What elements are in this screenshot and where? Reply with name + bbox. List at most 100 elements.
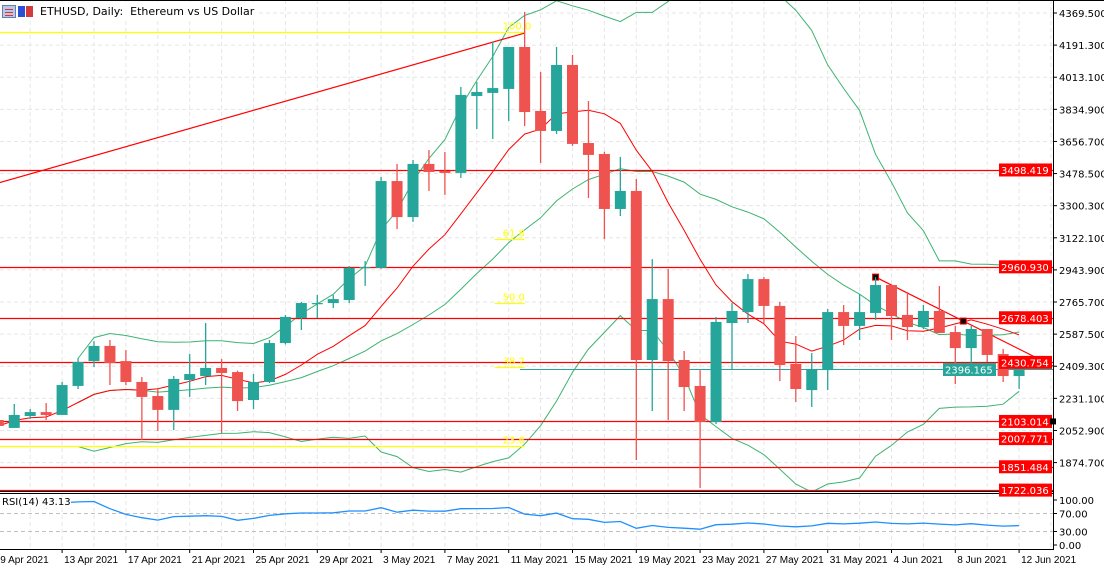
price-tick-label: 2052.900 xyxy=(1059,426,1104,437)
date-label: 23 May 2021 xyxy=(702,555,760,566)
candle xyxy=(678,350,690,411)
price-level-badge xyxy=(999,163,1052,177)
candle xyxy=(136,376,148,441)
rsi-line xyxy=(14,499,1020,530)
candle xyxy=(311,294,323,319)
date-label: 9 Apr 2021 xyxy=(0,555,49,566)
candle-body xyxy=(551,64,563,131)
candle xyxy=(216,359,228,433)
candle-body xyxy=(949,332,961,349)
price-level-badge-text: 2960.930 xyxy=(1001,263,1049,274)
candle-body xyxy=(232,372,244,402)
candle-body xyxy=(710,321,722,422)
template-icon[interactable] xyxy=(18,5,34,18)
candle-body xyxy=(790,363,802,390)
candle xyxy=(535,72,547,164)
price-tick-label: 3478.500 xyxy=(1059,170,1104,181)
candle xyxy=(168,376,180,431)
candle xyxy=(806,352,818,408)
candle-body xyxy=(917,310,929,328)
price-tick-label: 3834.900 xyxy=(1059,105,1104,116)
candle-body xyxy=(359,267,371,269)
price-level-badge xyxy=(999,260,1052,274)
candle xyxy=(582,101,594,198)
candle-body xyxy=(582,143,594,155)
candle-body xyxy=(519,46,531,113)
candle-body xyxy=(88,345,100,362)
candle-body xyxy=(455,94,467,173)
candle xyxy=(152,387,164,431)
date-label: 15 May 2021 xyxy=(575,555,633,566)
candle xyxy=(487,41,499,140)
candle-body xyxy=(471,92,483,96)
price-tick-label: 2231.100 xyxy=(1059,394,1104,405)
candle xyxy=(519,12,531,127)
candle xyxy=(598,151,610,240)
candle-body xyxy=(822,312,834,371)
candle-body xyxy=(0,420,4,426)
candle-body xyxy=(200,367,212,377)
date-label: 31 May 2021 xyxy=(830,555,888,566)
price-tick-label: 3656.700 xyxy=(1059,137,1104,148)
date-label: 12 Jun 2021 xyxy=(1021,555,1076,566)
candle-body xyxy=(423,163,435,173)
candle-body xyxy=(152,396,164,410)
candle-body xyxy=(407,163,419,218)
price-tick-label: 1874.700 xyxy=(1059,459,1104,470)
price-level-badge xyxy=(999,460,1052,474)
candle-body xyxy=(742,279,754,313)
candle xyxy=(455,86,467,178)
candle xyxy=(901,292,913,340)
candle xyxy=(120,350,132,386)
candle-body xyxy=(8,414,20,428)
candle xyxy=(742,274,754,324)
fibonacci-level-label: 61.8 xyxy=(503,229,525,240)
chart-window-icon[interactable] xyxy=(2,4,16,18)
price-tick-label: 3300.300 xyxy=(1059,202,1104,213)
price-level-badge xyxy=(999,355,1052,369)
candle xyxy=(248,374,259,410)
price-level-badge-text: 2007.771 xyxy=(1001,435,1049,446)
price-tick-label: 4191.300 xyxy=(1059,41,1104,52)
candle xyxy=(184,354,196,397)
price-level-badge xyxy=(999,483,1052,497)
candle xyxy=(343,265,355,304)
candle-body xyxy=(965,328,977,349)
date-label: 29 Apr 2021 xyxy=(319,555,373,566)
candle-body xyxy=(24,412,36,417)
price-tick-label: 2765.700 xyxy=(1059,298,1104,309)
candle-body xyxy=(806,369,818,391)
candle xyxy=(646,259,658,411)
candle xyxy=(232,370,244,411)
candle xyxy=(391,163,403,229)
candle-body xyxy=(614,190,626,209)
price-tick-label: 3122.100 xyxy=(1059,234,1104,245)
candle-body xyxy=(279,316,291,344)
candle xyxy=(551,46,563,135)
rsi-tick-label: 0.00 xyxy=(1059,541,1081,552)
candle-body xyxy=(184,374,196,380)
candle xyxy=(854,294,866,340)
candle-body xyxy=(854,312,866,326)
candle xyxy=(439,152,451,195)
candle-body xyxy=(1013,368,1025,377)
candle xyxy=(822,308,834,391)
price-level-badge xyxy=(999,311,1052,325)
price-level-badge-text: 2430.754 xyxy=(1001,358,1049,369)
fibonacci-level-label: 38.2 xyxy=(503,357,525,368)
date-label: 17 Apr 2021 xyxy=(128,555,182,566)
candle xyxy=(917,305,929,329)
candle-body xyxy=(901,314,913,328)
date-label: 4 Jun 2021 xyxy=(894,555,944,566)
candle xyxy=(327,294,339,309)
candle xyxy=(694,370,706,488)
candle-body xyxy=(487,88,499,93)
candle xyxy=(614,156,626,217)
candle-body xyxy=(311,303,323,305)
candle-body xyxy=(598,154,610,209)
candle xyxy=(933,285,945,333)
candle xyxy=(40,403,52,421)
candle-body xyxy=(40,412,52,415)
candle-body xyxy=(136,381,148,397)
